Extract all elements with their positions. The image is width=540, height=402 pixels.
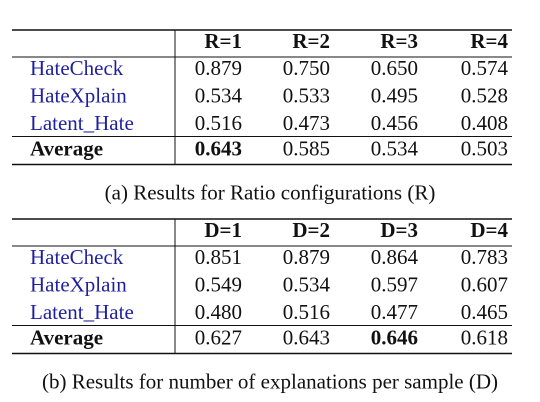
row-name: HateXplain (30, 272, 127, 296)
row-name: HateCheck (30, 245, 124, 269)
cell: 0.516 (195, 111, 242, 135)
column-header: R=4 (470, 29, 508, 53)
cell: 0.618 (461, 325, 508, 349)
cell: 0.408 (461, 111, 508, 135)
caption: (a) Results for Ratio configurations (R) (105, 180, 436, 204)
cell: 0.477 (371, 300, 418, 324)
cell: 0.585 (283, 136, 330, 160)
cell: 0.643 (195, 136, 242, 160)
cell: 0.503 (461, 136, 508, 160)
cell: 0.473 (283, 111, 330, 135)
cell: 0.643 (283, 325, 330, 349)
cell: 0.574 (461, 56, 509, 80)
row-name: Latent_Hate (30, 111, 134, 135)
cell: 0.516 (283, 300, 330, 324)
row-name: HateXplain (30, 83, 127, 107)
column-header: D=3 (380, 218, 418, 242)
average-name: Average (30, 136, 103, 160)
cell: 0.528 (461, 83, 508, 107)
cell: 0.646 (371, 325, 418, 349)
cell: 0.495 (371, 83, 418, 107)
cell: 0.534 (283, 272, 331, 296)
cell: 0.783 (461, 245, 508, 269)
cell: 0.627 (195, 325, 242, 349)
cell: 0.534 (371, 136, 419, 160)
column-header: R=1 (204, 29, 242, 53)
cell: 0.879 (195, 56, 242, 80)
cell: 0.465 (461, 300, 508, 324)
column-header: R=3 (380, 29, 418, 53)
row-name: Latent_Hate (30, 300, 134, 324)
cell: 0.480 (195, 300, 242, 324)
average-name: Average (30, 325, 103, 349)
column-header: D=2 (292, 218, 330, 242)
cell: 0.533 (283, 83, 330, 107)
cell: 0.864 (371, 245, 419, 269)
cell: 0.607 (461, 272, 508, 296)
cell: 0.851 (195, 245, 242, 269)
column-header: D=1 (204, 218, 242, 242)
row-name: HateCheck (30, 56, 124, 80)
column-header: D=4 (470, 218, 508, 242)
cell: 0.597 (371, 272, 418, 296)
caption: (b) Results for number of explanations p… (42, 369, 498, 393)
cell: 0.879 (283, 245, 330, 269)
column-header: R=2 (292, 29, 330, 53)
cell: 0.456 (371, 111, 418, 135)
cell: 0.534 (195, 83, 243, 107)
cell: 0.549 (195, 272, 242, 296)
cell: 0.750 (283, 56, 330, 80)
cell: 0.650 (371, 56, 418, 80)
